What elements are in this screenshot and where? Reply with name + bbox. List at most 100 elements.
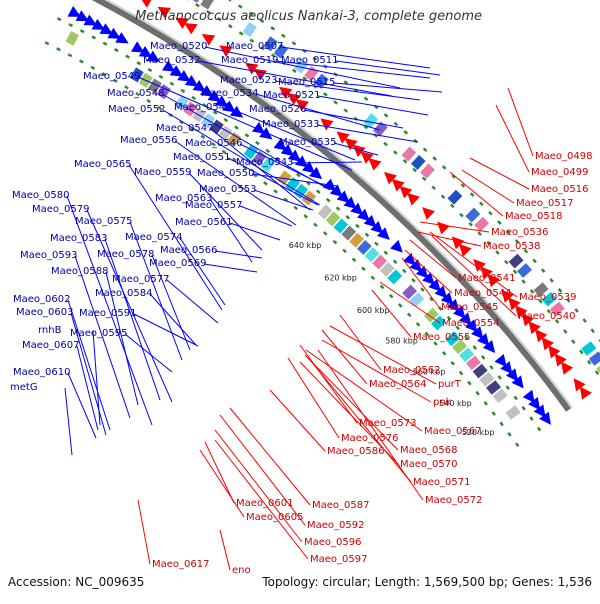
reverse-gene-label[interactable]: Maeo_0568 xyxy=(400,445,457,456)
reverse-gene-label[interactable]: Maeo_0592 xyxy=(307,520,364,531)
forward-gene-label[interactable]: Maeo_0566 xyxy=(160,245,217,256)
forward-gene-label[interactable]: Maeo_0602 xyxy=(13,294,70,305)
reverse-gene-label[interactable]: Maeo_0601 xyxy=(236,498,293,509)
forward-gene-label[interactable]: Maeo_0603 xyxy=(16,307,73,318)
reverse-label-connector xyxy=(299,344,358,424)
reverse-gene-label[interactable]: Maeo_0587 xyxy=(312,500,369,511)
reverse-gene-label[interactable]: Maeo_0539 xyxy=(519,292,576,303)
gene-block xyxy=(294,58,309,74)
forward-gene-label[interactable]: Maeo_0610 xyxy=(13,367,70,378)
reverse-gene-label[interactable]: Maeo_0499 xyxy=(531,167,588,178)
reverse-gene-arrow xyxy=(451,236,465,250)
reverse-gene-label[interactable]: Maeo_0498 xyxy=(535,151,592,162)
reverse-gene-label[interactable]: Maeo_0597 xyxy=(310,554,367,565)
reverse-gene-label[interactable]: Maeo_0571 xyxy=(413,477,470,488)
reverse-label-connector xyxy=(204,441,235,504)
reverse-gene-arrow xyxy=(399,185,413,199)
forward-gene-label[interactable]: Maeo_0552 xyxy=(108,104,165,115)
forward-gene-label[interactable]: rnhB xyxy=(38,325,62,336)
forward-gene-label[interactable]: Maeo_0507 xyxy=(226,41,283,52)
forward-gene-label[interactable]: Maeo_0543 xyxy=(236,157,293,168)
forward-gene-label[interactable]: Maeo_0563 xyxy=(155,193,212,204)
reverse-gene-label[interactable]: Maeo_0567 xyxy=(424,426,481,437)
gene-block xyxy=(189,0,204,3)
forward-gene-label[interactable]: Maeo_0595 xyxy=(70,328,127,339)
reverse-gene-label[interactable]: Maeo_0517 xyxy=(516,198,573,209)
forward-gene-label[interactable]: Maeo_0547 xyxy=(156,123,213,134)
forward-gene-label[interactable]: Maeo_0561 xyxy=(175,217,232,228)
reverse-gene-label[interactable]: eno xyxy=(232,565,251,576)
reverse-gene-label[interactable]: pnk xyxy=(433,397,452,408)
reverse-gene-label[interactable]: Maeo_0555 xyxy=(413,332,470,343)
forward-gene-label[interactable]: metG xyxy=(10,382,38,393)
forward-gene-label[interactable]: Maeo_0521 xyxy=(263,90,320,101)
forward-gene-label[interactable]: Maeo_0591 xyxy=(79,308,136,319)
reverse-gene-label[interactable]: Maeo_0586 xyxy=(327,446,384,457)
reverse-gene-label[interactable]: Maeo_0544 xyxy=(454,288,511,299)
forward-gene-label[interactable]: Maeo_0534 xyxy=(201,88,258,99)
forward-gene-label[interactable]: Maeo_0580 xyxy=(12,190,69,201)
reverse-gene-label[interactable]: Maeo_0516 xyxy=(531,184,588,195)
forward-gene-label[interactable]: Maeo_0535 xyxy=(279,137,336,148)
reverse-label-connector xyxy=(317,349,424,501)
gene-block xyxy=(517,263,532,278)
reverse-gene-label[interactable]: Maeo_0545 xyxy=(441,302,498,313)
forward-gene-label[interactable]: Maeo_0559 xyxy=(134,167,191,178)
forward-gene-label[interactable]: Maeo_0579 xyxy=(32,204,89,215)
forward-gene-label[interactable]: Maeo_0520 xyxy=(150,41,207,52)
reverse-gene-label[interactable]: Maeo_0541 xyxy=(458,273,515,284)
forward-gene-label[interactable]: Maeo_0584 xyxy=(95,288,152,299)
forward-gene-label[interactable]: Maeo_0546 xyxy=(185,138,242,149)
reverse-gene-label[interactable]: Maeo_0570 xyxy=(400,459,457,470)
reverse-gene-label[interactable]: Maeo_0572 xyxy=(425,495,482,506)
forward-gene-label[interactable]: Maeo_0593 xyxy=(20,250,77,261)
forward-gene-label[interactable]: Maeo_0577 xyxy=(112,274,169,285)
reverse-gene-label[interactable]: Maeo_0536 xyxy=(491,227,548,238)
forward-gene-label[interactable]: Maeo_0557 xyxy=(185,200,242,211)
forward-gene-label[interactable]: Maeo_0526 xyxy=(249,104,306,115)
forward-gene-label[interactable]: Maeo_0533 xyxy=(262,119,319,130)
forward-gene-label[interactable]: Maeo_0575 xyxy=(75,216,132,227)
forward-gene-label[interactable]: Maeo_0523 xyxy=(220,75,277,86)
reverse-gene-label[interactable]: Maeo_0562 xyxy=(383,365,440,376)
forward-gene-label[interactable]: Maeo_0583 xyxy=(50,233,107,244)
reverse-gene-label[interactable]: Maeo_0540 xyxy=(518,311,575,322)
kbp-tick-label: 640 kbp xyxy=(289,241,322,250)
forward-gene-label[interactable]: Maeo_0511 xyxy=(281,55,338,66)
forward-gene-label[interactable]: Maeo_0519 xyxy=(221,55,278,66)
reverse-gene-label[interactable]: Maeo_0596 xyxy=(304,537,361,548)
reverse-gene-label[interactable]: Maeo_0564 xyxy=(369,379,426,390)
reverse-label-connector xyxy=(199,449,245,518)
forward-gene-arrow xyxy=(336,190,350,203)
reverse-gene-label[interactable]: Maeo_0554 xyxy=(442,318,499,329)
kbp-tick-label: 520 kbp xyxy=(462,428,495,437)
forward-gene-label[interactable]: Maeo_0574 xyxy=(125,232,182,243)
forward-gene-label[interactable]: Maeo_0556 xyxy=(120,135,177,146)
forward-gene-label[interactable]: Maeo_0550 xyxy=(197,168,254,179)
forward-gene-arrow xyxy=(273,138,287,151)
forward-gene-label[interactable]: Maeo_0553 xyxy=(199,184,256,195)
reverse-gene-label[interactable]: Maeo_0605 xyxy=(246,512,303,523)
forward-gene-label[interactable]: Maeo_0532 xyxy=(143,55,200,66)
forward-gene-label[interactable]: Maeo_0542 xyxy=(174,102,231,113)
reverse-gene-label[interactable]: Maeo_0518 xyxy=(505,211,562,222)
reverse-gene-label[interactable]: Maeo_0573 xyxy=(359,418,416,429)
forward-gene-label[interactable]: Maeo_0565 xyxy=(74,159,131,170)
reverse-gene-label[interactable]: Maeo_0538 xyxy=(483,241,540,252)
label-connector-layer xyxy=(64,46,534,571)
forward-gene-label[interactable]: Maeo_0578 xyxy=(97,249,154,260)
forward-gene-label[interactable]: Maeo_0569 xyxy=(149,258,206,269)
reverse-gene-arrow xyxy=(391,178,405,192)
reverse-gene-label[interactable]: Maeo_0617 xyxy=(152,559,209,570)
reverse-label-connector xyxy=(449,171,504,217)
forward-gene-label[interactable]: Maeo_0549 xyxy=(83,71,140,82)
reverse-gene-label[interactable]: Maeo_0576 xyxy=(341,433,398,444)
forward-gene-label[interactable]: Maeo_0548 xyxy=(107,88,164,99)
forward-gene-label[interactable]: Maeo_0515 xyxy=(278,77,335,88)
reverse-gene-label[interactable]: purT xyxy=(438,379,462,390)
forward-gene-label[interactable]: Maeo_0588 xyxy=(51,266,108,277)
forward-gene-label[interactable]: Maeo_0551 xyxy=(173,152,230,163)
forward-label-connector xyxy=(133,313,199,347)
forward-gene-label[interactable]: Maeo_0607 xyxy=(22,340,79,351)
reverse-label-connector xyxy=(309,359,412,483)
